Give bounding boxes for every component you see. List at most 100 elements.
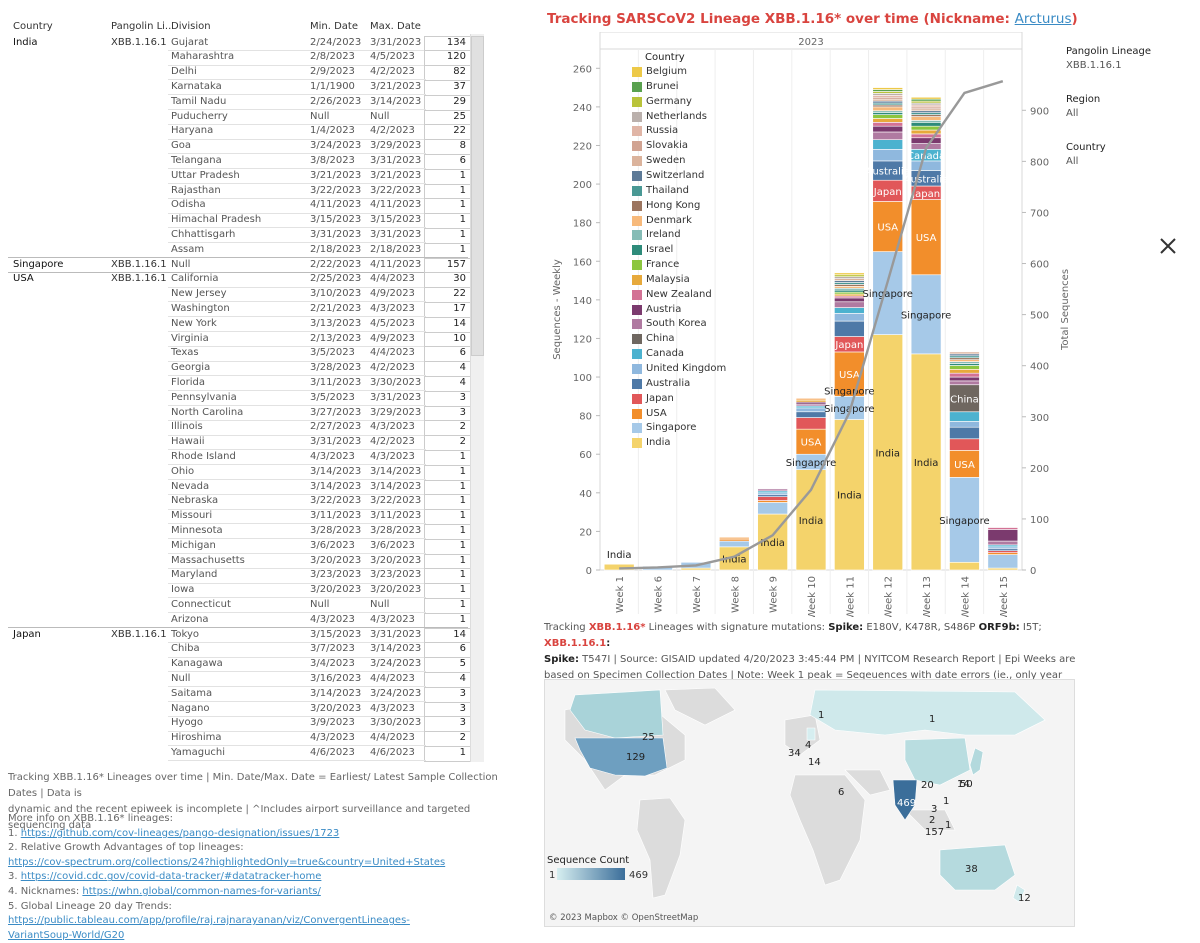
- col-lineage[interactable]: Pangolin Li..: [111, 21, 171, 32]
- legend-swatch[interactable]: [632, 334, 642, 344]
- legend-swatch[interactable]: [632, 438, 642, 448]
- legend-item[interactable]: Ireland: [646, 229, 681, 240]
- legend-swatch[interactable]: [632, 275, 642, 285]
- legend-swatch[interactable]: [632, 394, 642, 404]
- legend-item[interactable]: Netherlands: [646, 111, 707, 122]
- link-pango-issue[interactable]: https://github.com/cov-lineages/pango-de…: [21, 828, 340, 839]
- link-tableau-cont[interactable]: VariantSoup-World/G20: [8, 930, 124, 941]
- legend-item[interactable]: Germany: [646, 96, 692, 107]
- link-nicknames[interactable]: https://whn.global/common-names-for-vari…: [82, 886, 320, 897]
- legend-swatch[interactable]: [632, 379, 642, 389]
- legend-swatch[interactable]: [632, 67, 642, 77]
- legend-swatch[interactable]: [632, 290, 642, 300]
- col-min-date[interactable]: Min. Date: [310, 21, 358, 32]
- legend-swatch[interactable]: [632, 201, 642, 211]
- legend-swatch[interactable]: [632, 112, 642, 122]
- link-tableau[interactable]: https://public.tableau.com/app/profile/r…: [8, 915, 410, 926]
- lineage-filter-value[interactable]: XBB.1.16.1: [1066, 60, 1186, 71]
- arcturus-link[interactable]: Arcturus: [1015, 11, 1072, 27]
- legend-swatch[interactable]: [632, 141, 642, 151]
- link-cov-spectrum[interactable]: https://cov-spectrum.org/collections/24?…: [8, 857, 445, 868]
- legend-item[interactable]: Switzerland: [646, 170, 704, 181]
- country-filter-value[interactable]: All: [1066, 156, 1186, 167]
- legend-swatch[interactable]: [632, 171, 642, 181]
- legend-item[interactable]: Slovakia: [646, 140, 688, 151]
- legend-item[interactable]: Thailand: [646, 185, 689, 196]
- legend-swatch[interactable]: [632, 186, 642, 196]
- legend-item[interactable]: Japan: [646, 393, 674, 404]
- legend-item[interactable]: Belgium: [646, 66, 687, 77]
- legend-item[interactable]: Singapore: [646, 422, 696, 433]
- scrollbar-thumb[interactable]: [471, 36, 484, 356]
- legend-swatch[interactable]: [632, 349, 642, 359]
- legend-swatch[interactable]: [632, 126, 642, 136]
- close-icon[interactable]: [1158, 236, 1178, 256]
- legend-swatch[interactable]: [632, 156, 642, 166]
- legend-item[interactable]: France: [646, 259, 679, 270]
- legend-item[interactable]: South Korea: [646, 318, 707, 329]
- link-cdc-tracker[interactable]: https://covid.cdc.gov/covid-data-tracker…: [21, 871, 322, 882]
- legend-item[interactable]: China: [646, 333, 675, 344]
- legend-swatch[interactable]: [632, 97, 642, 107]
- legend-item[interactable]: Canada: [646, 348, 684, 359]
- legend-item[interactable]: New Zealand: [646, 289, 712, 300]
- legend-item[interactable]: Malaysia: [646, 274, 690, 285]
- legend-item[interactable]: United Kingdom: [646, 363, 726, 374]
- region-filter-value[interactable]: All: [1066, 108, 1186, 119]
- legend-item[interactable]: Israel: [646, 244, 673, 255]
- legend-item[interactable]: Brunei: [646, 81, 679, 92]
- col-country[interactable]: Country: [13, 21, 53, 32]
- legend-swatch[interactable]: [632, 230, 642, 240]
- legend-item[interactable]: Austria: [646, 304, 681, 315]
- legend-swatch[interactable]: [632, 260, 642, 270]
- col-max-date[interactable]: Max. Date: [370, 21, 421, 32]
- legend-item[interactable]: India: [646, 437, 671, 448]
- world-map[interactable]: 469 157 129 50 38 25 20 14 14 12 34 6 3 …: [544, 679, 1075, 927]
- legend-item[interactable]: Russia: [646, 125, 678, 136]
- legend-swatch[interactable]: [632, 82, 642, 92]
- legend-swatch[interactable]: [632, 216, 642, 226]
- legend-item[interactable]: USA: [646, 408, 667, 419]
- legend-item[interactable]: Hong Kong: [646, 200, 700, 211]
- col-division[interactable]: Division: [171, 21, 211, 32]
- legend-swatch[interactable]: [632, 305, 642, 315]
